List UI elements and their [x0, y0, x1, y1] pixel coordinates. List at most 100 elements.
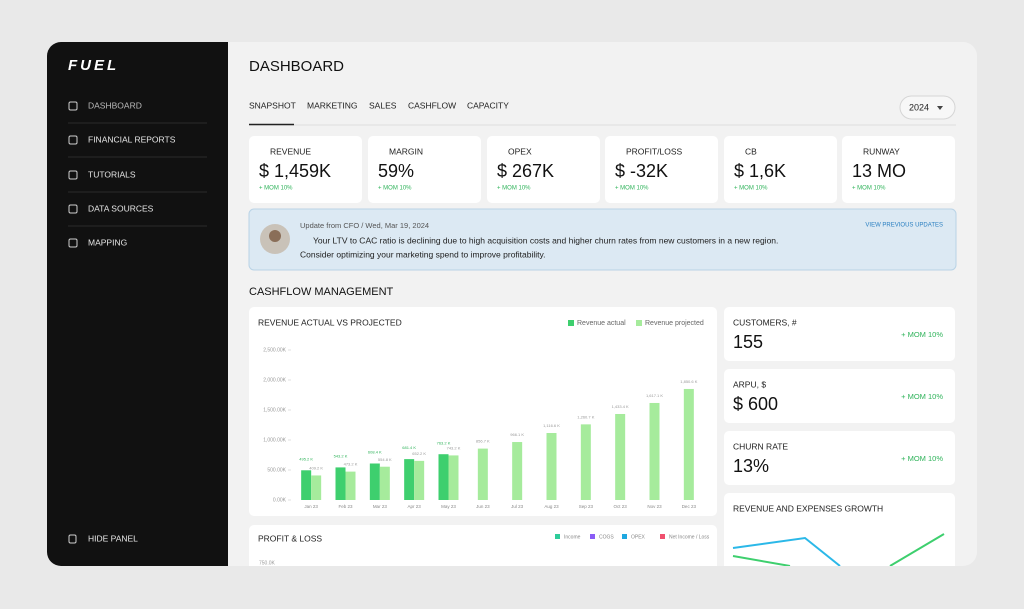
kpi-change: + MOM 10% — [734, 186, 768, 192]
kpi-change: + MOM 10% — [497, 186, 531, 192]
bar-value-label: 1,617.1 K — [646, 393, 663, 398]
bar — [580, 424, 591, 500]
update-line: Consider optimizing your marketing spend… — [300, 249, 546, 259]
bar — [546, 433, 557, 500]
metric-change: + MOM 10% — [901, 454, 943, 463]
bar — [404, 459, 415, 500]
metric-label: CHURN RATE — [733, 441, 788, 451]
metric-value: 13% — [733, 456, 769, 476]
kpi-value: $ -32K — [615, 161, 668, 181]
update-link[interactable]: VIEW PREVIOUS UPDATES — [865, 223, 943, 229]
legend-label: COGS — [599, 534, 614, 540]
bar-value-label: 495.2 K — [299, 456, 313, 461]
nav-item[interactable]: TUTORIALS — [88, 169, 136, 179]
bar-value-label: 743.2 K — [447, 445, 461, 450]
bar-value-label: 681.4 K — [402, 445, 416, 450]
y-tick-label: 1,500.00K — [263, 407, 286, 413]
year: 2024 — [909, 102, 929, 112]
kpi-card — [605, 136, 718, 203]
tab[interactable]: MARKETING — [307, 100, 358, 110]
bar — [379, 466, 390, 500]
kpi-label: PROFIT/LOSS — [626, 146, 683, 156]
legend-label: OPEX — [631, 534, 646, 540]
x-tick-label: Jan 23 — [304, 504, 318, 509]
page-title: DASHBOARD — [249, 58, 344, 75]
growth-title: REVENUE AND EXPENSES GROWTH — [733, 503, 883, 513]
bar-value-label: 1,116.6 K — [543, 423, 560, 428]
metric-card — [724, 369, 955, 423]
bar-value-label: 652.2 K — [412, 451, 426, 456]
x-tick-label: Oct 23 — [614, 504, 628, 509]
nav-item[interactable]: DASHBOARD — [88, 100, 142, 110]
bar-value-label: 608.4 K — [368, 450, 382, 455]
kpi-label: REVENUE — [270, 146, 311, 156]
bar-value-label: 543.2 K — [334, 453, 348, 458]
legend-swatch — [622, 534, 627, 539]
bar — [335, 467, 346, 500]
kpi-card — [487, 136, 600, 203]
kpi-change: + MOM 10% — [852, 186, 886, 192]
sidebar — [47, 42, 228, 566]
legend-label: Revenue actual — [577, 320, 626, 327]
nav-icon — [68, 170, 78, 180]
bar-value-label: 554.8 K — [378, 457, 392, 462]
kpi-card — [249, 136, 362, 203]
kpi-value: $ 1,459K — [259, 161, 331, 181]
update-meta: Update from CFO / Wed, Mar 19, 2024 — [300, 221, 429, 230]
legend-label: Net Income / Loss — [669, 534, 710, 540]
legend-swatch — [636, 320, 642, 326]
kpi-card — [368, 136, 481, 203]
kpi-label: MARGIN — [389, 146, 423, 156]
metric-value: $ 600 — [733, 394, 778, 414]
metric-label: CUSTOMERS, # — [733, 317, 797, 327]
metric-card — [724, 307, 955, 361]
hide-icon — [68, 534, 77, 544]
bar — [683, 388, 694, 500]
tab[interactable]: SNAPSHOT — [249, 100, 296, 110]
tab[interactable]: CAPACITY — [467, 100, 509, 110]
update-banner — [248, 208, 957, 271]
tab[interactable]: SALES — [369, 100, 397, 110]
year-select[interactable] — [899, 95, 956, 120]
legend-label: Revenue projected — [645, 320, 704, 327]
x-tick-label: Apr 23 — [408, 504, 422, 509]
bar-value-label: 856.7 K — [476, 439, 490, 444]
growth-line — [732, 536, 841, 566]
kpi-change: + MOM 10% — [259, 186, 293, 192]
x-tick-label: Aug 23 — [544, 504, 559, 509]
bar — [301, 470, 312, 500]
bar — [615, 413, 626, 500]
bar — [414, 460, 425, 500]
logo: FUEL — [68, 57, 119, 74]
hide-panel[interactable]: HIDE PANEL — [88, 533, 138, 543]
legend-swatch — [590, 534, 595, 539]
bar-value-label: 763.2 K — [437, 440, 451, 445]
bar-value-label: 409.2 K — [309, 466, 323, 471]
nav-item[interactable]: MAPPING — [88, 237, 127, 247]
legend-swatch — [568, 320, 574, 326]
nav-icon — [68, 204, 78, 214]
metric-change: + MOM 10% — [901, 392, 943, 401]
x-tick-label: Mar 23 — [373, 504, 388, 509]
section-title: CASHFLOW MANAGEMENT — [249, 286, 394, 298]
x-tick-label: Jun 23 — [476, 504, 490, 509]
nav-item[interactable]: FINANCIAL REPORTS — [88, 134, 176, 144]
x-tick-label: Sep 23 — [579, 504, 594, 509]
chart-card — [249, 307, 717, 516]
update-line: Your LTV to CAC ratio is declining due t… — [313, 235, 778, 245]
metric-value: 155 — [733, 332, 763, 352]
nav-item[interactable]: DATA SOURCES — [88, 203, 154, 213]
growth-card — [724, 493, 955, 566]
kpi-label: OPEX — [508, 146, 532, 156]
legend-label: Income — [564, 534, 581, 540]
nav-icon — [68, 101, 78, 111]
legend-swatch — [660, 534, 665, 539]
pl-y-tick: 750.0K — [259, 560, 276, 566]
bar-value-label: 473.2 K — [344, 462, 358, 467]
x-tick-label: Jul 23 — [511, 504, 524, 509]
avatar-face — [269, 230, 281, 242]
metric-label: ARPU, $ — [733, 379, 766, 389]
nav-icon — [68, 135, 78, 145]
tab[interactable]: CASHFLOW — [408, 100, 456, 110]
